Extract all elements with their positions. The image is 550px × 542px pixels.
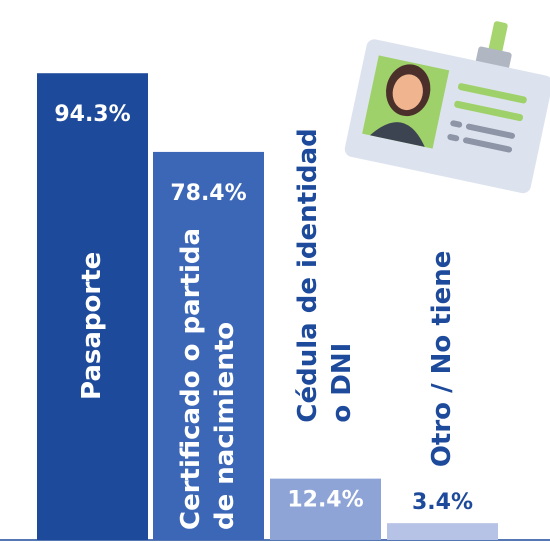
category-label: Otro / No tiene [427, 251, 457, 468]
bar [387, 523, 498, 540]
category-label: Pasaporte [77, 252, 107, 400]
value-label: 12.4% [287, 488, 363, 513]
value-label: 94.3% [54, 102, 130, 127]
category-label: Cédula de identidad [293, 128, 323, 422]
value-label: 78.4% [170, 181, 246, 206]
value-label: 3.4% [412, 490, 473, 515]
bar [153, 151, 264, 541]
bar [270, 478, 381, 540]
id-card-icon [344, 21, 550, 194]
category-label: Certificado o partida [176, 228, 206, 530]
category-label: o DNI [327, 343, 357, 423]
bar [37, 73, 148, 540]
category-label: de nacimiento [210, 322, 240, 530]
